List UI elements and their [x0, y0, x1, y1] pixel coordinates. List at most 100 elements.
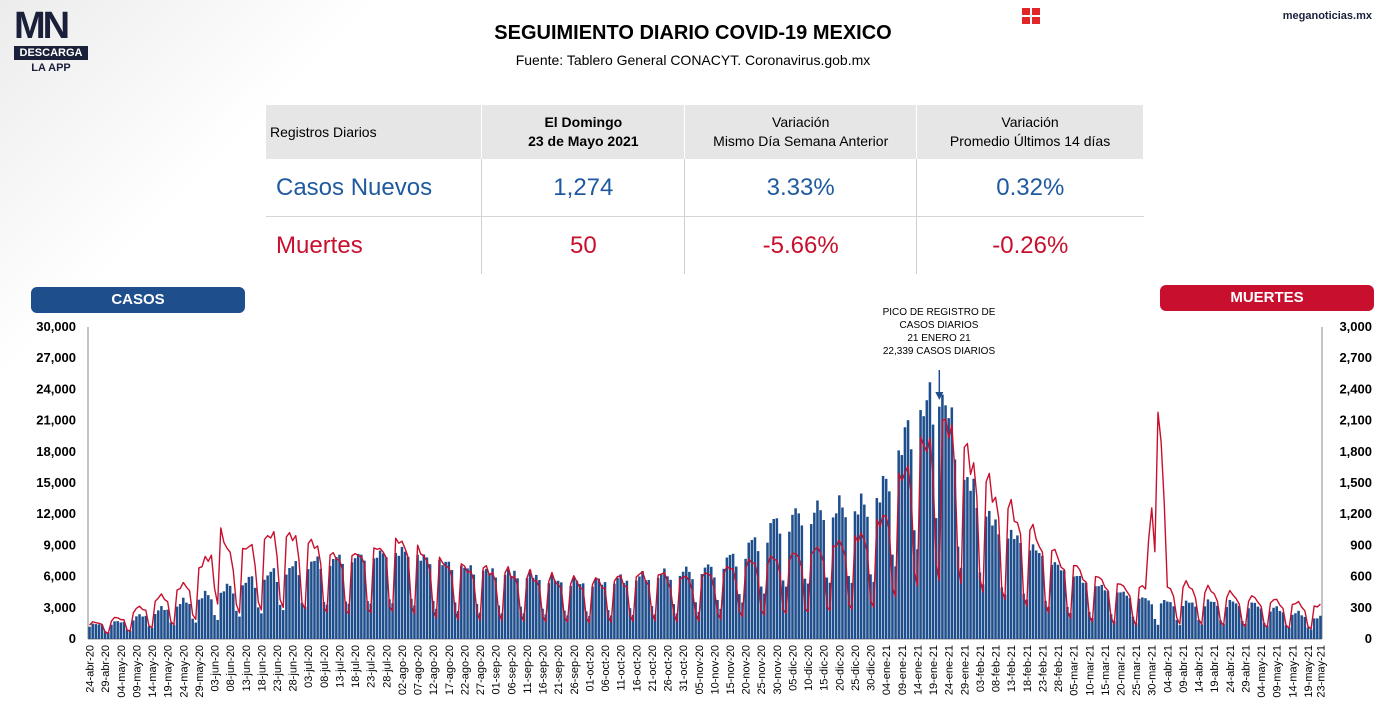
- x-tick-label: 20-nov-20: [741, 645, 753, 695]
- casos-bar: [603, 582, 607, 639]
- casos-bar: [91, 623, 94, 639]
- casos-bar: [200, 598, 204, 639]
- casos-bar: [178, 604, 182, 639]
- casos-bar: [622, 582, 626, 639]
- casos-bar: [956, 546, 960, 639]
- casos-bar: [1150, 604, 1153, 639]
- casos-bar: [138, 614, 141, 639]
- casos-bar: [566, 615, 569, 639]
- casos-bar: [369, 603, 372, 639]
- casos-bar: [728, 554, 732, 639]
- casos-bar: [1200, 624, 1203, 639]
- casos-bar: [425, 557, 429, 639]
- casos-var-week: 3.33%: [684, 159, 918, 217]
- x-tick-label: 14-abr-21: [1194, 645, 1206, 693]
- casos-bar: [709, 566, 713, 639]
- x-tick-label: 07-ago-20: [413, 645, 425, 695]
- logo[interactable]: MN DESCARGA LA APP: [14, 7, 88, 74]
- casos-bar: [1287, 627, 1291, 639]
- casos-bar: [903, 427, 907, 639]
- stats-table: Registros Diarios El Domingo 23 de Mayo 2…: [266, 105, 1144, 274]
- casos-bar: [913, 530, 916, 639]
- casos-bar: [972, 478, 975, 639]
- casos-bar: [1137, 598, 1141, 639]
- casos-bar: [763, 593, 766, 639]
- casos-bar: [563, 610, 566, 639]
- x-tick-label: 14-ene-21: [912, 645, 924, 695]
- casos-bar: [475, 603, 479, 639]
- x-tick-label: 19-may-21: [1303, 645, 1315, 698]
- casos-bar: [328, 565, 332, 639]
- casos-bar: [947, 418, 950, 639]
- stats-header-date-text: 23 de Mayo 2021: [528, 133, 639, 149]
- casos-bar: [1147, 600, 1150, 639]
- casos-bar: [266, 575, 269, 639]
- x-tick-label: 10-mar-21: [1084, 645, 1096, 696]
- casos-bar: [1181, 605, 1185, 639]
- casos-bar: [859, 493, 863, 639]
- casos-bar: [441, 565, 444, 639]
- x-tick-label: 03-jul-20: [303, 645, 315, 688]
- casos-bar: [1306, 627, 1310, 639]
- casos-label: CASOS: [31, 287, 245, 313]
- casos-bar: [556, 580, 560, 639]
- casos-bar: [472, 574, 476, 639]
- casos-bar: [1162, 600, 1166, 639]
- casos-bar: [1097, 586, 1100, 639]
- casos-bar: [1319, 615, 1322, 639]
- casos-bar: [916, 549, 919, 639]
- casos-bar: [1028, 550, 1032, 639]
- casos-bar: [969, 490, 972, 639]
- casos-bar: [1269, 611, 1272, 639]
- casos-bar: [819, 510, 822, 639]
- stats-header-label: Registros Diarios: [266, 105, 483, 159]
- casos-bar: [416, 554, 419, 639]
- casos-bar: [1256, 606, 1260, 639]
- x-tick-label: 04-ene-21: [881, 645, 893, 695]
- casos-bar: [1284, 625, 1288, 639]
- x-tick-label: 18-feb-21: [1022, 645, 1034, 692]
- casos-bar: [1303, 616, 1307, 639]
- casos-bar: [922, 416, 925, 639]
- casos-bar: [381, 553, 385, 639]
- casos-bar: [731, 553, 735, 639]
- casos-bar: [613, 583, 616, 639]
- casos-bar: [1091, 617, 1094, 639]
- y-tick-label-left: 24,000: [36, 381, 76, 396]
- casos-value: 1,274: [481, 159, 686, 217]
- casos-bar: [981, 584, 985, 639]
- x-tick-label: 01-oct-20: [584, 645, 596, 691]
- casos-bar: [541, 608, 544, 639]
- x-tick-label: 13-jul-20: [335, 645, 347, 688]
- casos-bar: [931, 424, 935, 639]
- row-label-casos: Casos Nuevos: [266, 159, 483, 217]
- casos-bar: [1069, 612, 1072, 639]
- casos-bar: [400, 546, 404, 639]
- casos-bar: [653, 614, 657, 639]
- casos-bar: [303, 606, 307, 639]
- casos-bar: [350, 562, 354, 639]
- x-tick-label: 23-may-21: [1315, 645, 1327, 698]
- casos-bar: [750, 539, 754, 639]
- casos-bar: [110, 624, 113, 639]
- casos-bar: [744, 558, 747, 639]
- casos-bar: [1131, 616, 1135, 639]
- y-tick-label-left: 0: [69, 631, 76, 646]
- casos-bar: [663, 568, 666, 639]
- casos-bar: [1088, 611, 1091, 639]
- casos-bar: [1141, 597, 1144, 639]
- x-tick-label: 23-jul-20: [366, 645, 378, 688]
- site-name[interactable]: meganoticias.mx: [1282, 10, 1372, 22]
- y-tick-label-left: 30,000: [36, 319, 76, 334]
- casos-bar: [213, 615, 216, 639]
- casos-bar: [272, 568, 276, 639]
- casos-bar: [822, 520, 825, 639]
- casos-bar: [1000, 587, 1004, 639]
- casos-bar: [681, 571, 685, 639]
- page-subtitle: Fuente: Tablero General CONACYT. Coronav…: [515, 52, 871, 68]
- casos-bar: [260, 613, 263, 639]
- casos-bar: [1047, 606, 1050, 639]
- casos-bar: [560, 582, 563, 639]
- casos-bar: [250, 576, 254, 639]
- casos-bar: [338, 554, 341, 639]
